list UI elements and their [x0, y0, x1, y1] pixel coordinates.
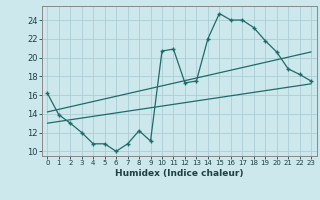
X-axis label: Humidex (Indice chaleur): Humidex (Indice chaleur)	[115, 169, 244, 178]
